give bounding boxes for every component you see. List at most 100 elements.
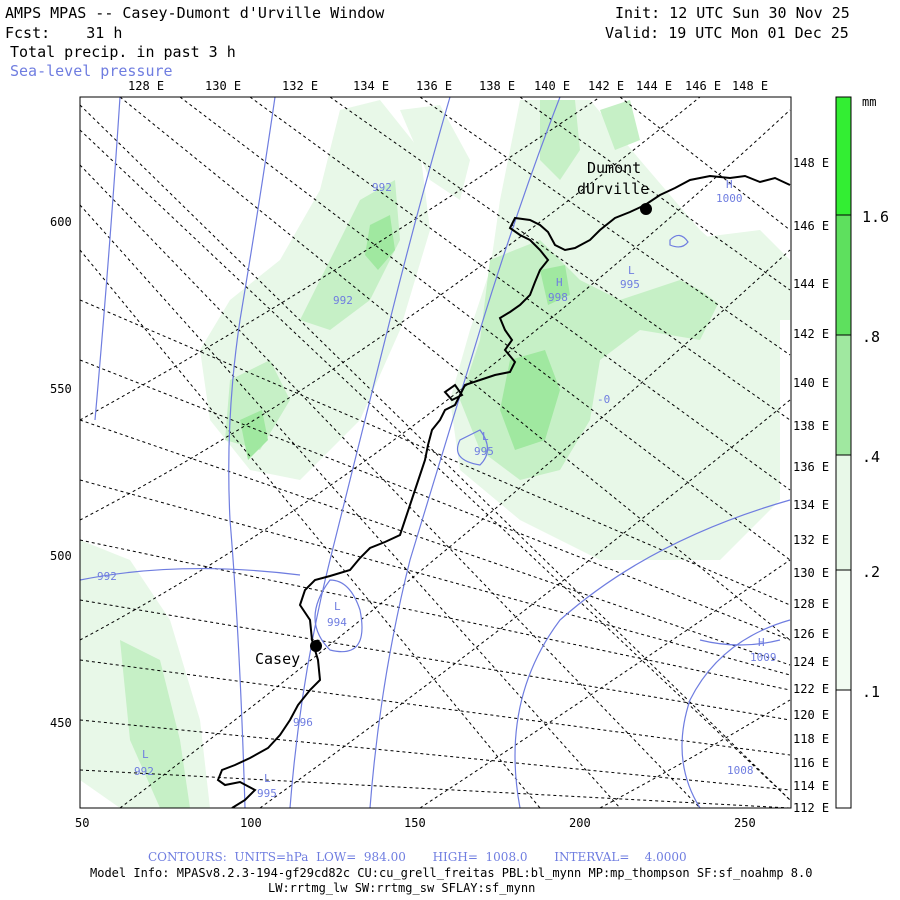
- contour-info: CONTOURS: UNITS=hPa LOW= 984.00 HIGH= 10…: [148, 850, 687, 864]
- model-info: Model Info: MPASv8.2.3-194-gf29cd82c CU:…: [90, 866, 813, 880]
- colorbar-frame: [835, 96, 852, 809]
- station-label-casey: Casey: [255, 650, 300, 668]
- map-frame: [79, 96, 792, 809]
- y-tick-label: 500: [50, 549, 72, 563]
- top-lon-label: 144 E: [636, 79, 672, 93]
- top-lon-label: 146 E: [685, 79, 721, 93]
- top-lon-label: 134 E: [353, 79, 389, 93]
- field-label-precip: Total precip. in past 3 h: [10, 43, 236, 61]
- right-lon-label: 148 E: [793, 156, 829, 170]
- y-tick-label: 550: [50, 382, 72, 396]
- top-longitude-labels: 128 E 130 E 132 E 134 E 136 E 138 E 140 …: [128, 79, 768, 93]
- colorbar: mm 1.6 .8 .4 .2 .1: [835, 95, 889, 809]
- right-lon-label: 126 E: [793, 627, 829, 641]
- colorbar-label: 1.6: [862, 208, 889, 226]
- colorbar-label: .8: [862, 328, 880, 346]
- colorbar-label: .1: [862, 683, 880, 701]
- right-lon-label: 136 E: [793, 460, 829, 474]
- right-longitude-labels: 148 E 146 E 144 E 142 E 140 E 138 E 136 …: [793, 156, 829, 815]
- right-lon-label: 112 E: [793, 801, 829, 815]
- top-lon-label: 136 E: [416, 79, 452, 93]
- coastline: [216, 174, 791, 808]
- top-lon-label: 138 E: [479, 79, 515, 93]
- right-lon-label: 130 E: [793, 566, 829, 580]
- pressure-center-labels: H 1000 H 998 L 995 L 995 L 994 H 1009 L …: [134, 178, 777, 800]
- right-lon-label: 146 E: [793, 219, 829, 233]
- right-lon-label: 114 E: [793, 779, 829, 793]
- x-axis: 50 100 150 200 250: [75, 816, 756, 830]
- right-lon-label: 116 E: [793, 756, 829, 770]
- pressure-sym: L: [628, 264, 635, 277]
- pressure-sym: L: [264, 772, 271, 785]
- forecast-hour: Fcst: 31 h: [5, 24, 123, 42]
- right-lon-label: 144 E: [793, 277, 829, 291]
- isobar-label: -0: [597, 393, 610, 406]
- top-lon-label: 140 E: [534, 79, 570, 93]
- top-lon-label: 132 E: [282, 79, 318, 93]
- x-tick-label: 50: [75, 816, 89, 830]
- meridian-lines: [80, 97, 791, 808]
- right-lon-label: 124 E: [793, 655, 829, 669]
- pressure-val: 995: [257, 787, 277, 800]
- y-tick-label: 450: [50, 716, 72, 730]
- y-tick-label: 600: [50, 215, 72, 229]
- pressure-sym: L: [142, 748, 149, 761]
- model-info-line2: LW:rrtmg_lw SW:rrtmg_sw SFLAY:sf_mynn: [268, 881, 536, 895]
- right-lon-label: 120 E: [793, 708, 829, 722]
- top-lon-label: 130 E: [205, 79, 241, 93]
- pressure-val: 995: [474, 445, 494, 458]
- parallel-lines: [80, 97, 791, 808]
- pressure-sym: L: [482, 430, 489, 443]
- isobar-label: 1008: [727, 764, 754, 777]
- init-time: Init: 12 UTC Sun 30 Nov 25: [615, 4, 850, 22]
- isobar-lines: [80, 97, 791, 808]
- station-marker-dumont: [640, 203, 652, 215]
- valid-time: Valid: 19 UTC Mon 01 Dec 25: [605, 24, 849, 42]
- isobar-value-labels: 992 992 992 996 1008 -0: [97, 181, 754, 777]
- pressure-val: 1000: [716, 192, 743, 205]
- y-axis: 600 550 500 450: [50, 215, 72, 730]
- right-lon-label: 140 E: [793, 376, 829, 390]
- isobar-label: 992: [333, 294, 353, 307]
- top-lon-label: 148 E: [732, 79, 768, 93]
- pressure-val: 994: [327, 616, 347, 629]
- pressure-sym: H: [556, 276, 563, 289]
- isobar-label: 992: [97, 570, 117, 583]
- right-lon-label: 128 E: [793, 597, 829, 611]
- right-lon-label: 122 E: [793, 682, 829, 696]
- pressure-sym: L: [334, 600, 341, 613]
- colorbar-label: .2: [862, 563, 880, 581]
- colorbar-swatch: [836, 690, 851, 808]
- pressure-val: 992: [134, 765, 154, 778]
- map-title: AMPS MPAS -- Casey-Dumont d'Urville Wind…: [5, 4, 385, 22]
- station-labels: Casey Dumont dUrville: [255, 159, 649, 668]
- pressure-sym: H: [758, 636, 765, 649]
- right-lon-label: 132 E: [793, 533, 829, 547]
- station-label-durville: dUrville: [577, 180, 649, 198]
- x-tick-label: 100: [240, 816, 262, 830]
- top-lon-label: 128 E: [128, 79, 164, 93]
- right-lon-label: 134 E: [793, 498, 829, 512]
- x-tick-label: 150: [404, 816, 426, 830]
- pressure-sym: H: [726, 178, 733, 191]
- isobar-label: 992: [372, 181, 392, 194]
- colorbar-swatch: [836, 97, 851, 215]
- isobar-label: 996: [293, 716, 313, 729]
- station-marker-casey: [310, 640, 322, 652]
- x-tick-label: 200: [569, 816, 591, 830]
- pressure-val: 1009: [750, 651, 777, 664]
- map-layers: [80, 97, 791, 808]
- colorbar-unit: mm: [862, 95, 876, 109]
- right-lon-label: 142 E: [793, 327, 829, 341]
- x-tick-label: 250: [734, 816, 756, 830]
- right-lon-label: 118 E: [793, 732, 829, 746]
- pressure-val: 998: [548, 291, 568, 304]
- pressure-val: 995: [620, 278, 640, 291]
- colorbar-swatch: [836, 335, 851, 455]
- colorbar-label: .4: [862, 448, 880, 466]
- field-label-slp: Sea-level pressure: [10, 62, 173, 80]
- colorbar-swatch: [836, 570, 851, 690]
- station-label-dumont: Dumont: [587, 159, 641, 177]
- right-lon-label: 138 E: [793, 419, 829, 433]
